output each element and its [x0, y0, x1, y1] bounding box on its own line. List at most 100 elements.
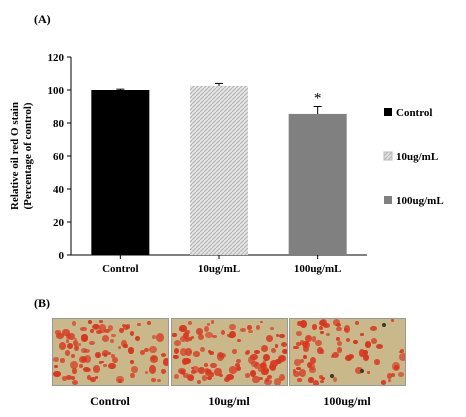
stained-cell	[252, 375, 260, 384]
stained-cell	[204, 362, 209, 368]
stained-cell	[296, 342, 301, 346]
stained-cell	[104, 328, 111, 333]
stained-cell	[332, 376, 338, 383]
stained-cell	[190, 336, 195, 340]
bar-2	[190, 85, 248, 255]
stained-cell	[123, 343, 128, 349]
stained-cell	[172, 333, 177, 338]
stained-cell	[99, 319, 103, 323]
stained-cell	[147, 320, 152, 325]
stained-cell	[366, 371, 371, 374]
stained-cell	[299, 358, 304, 363]
stained-cell	[311, 323, 317, 330]
stained-cell	[307, 362, 313, 369]
stained-cell	[210, 362, 218, 369]
stained-cell	[183, 373, 189, 378]
stained-cell	[309, 356, 316, 364]
stained-cell	[187, 320, 193, 325]
stained-cell	[206, 322, 211, 326]
stained-cell	[206, 376, 212, 381]
stained-cell	[103, 353, 107, 357]
stained-cell	[78, 364, 84, 369]
stained-cell	[274, 378, 282, 385]
stained-cell	[174, 340, 182, 347]
stained-cell	[134, 335, 140, 341]
stained-cell	[73, 337, 78, 341]
stained-cell	[229, 366, 237, 374]
stained-cell	[236, 358, 242, 363]
stained-cell	[336, 337, 341, 341]
panel-a-label: (A)	[34, 12, 51, 26]
stained-cell	[260, 361, 268, 370]
stained-cell	[89, 328, 94, 333]
stained-cell	[174, 373, 180, 379]
stained-cell	[62, 329, 70, 337]
stained-cell	[344, 354, 352, 361]
stained-cell	[221, 329, 226, 336]
stained-cell	[302, 346, 309, 352]
y-tick-label: 40	[53, 184, 65, 196]
stained-cell	[363, 350, 368, 354]
stained-cell	[299, 340, 305, 346]
stained-cell	[71, 380, 79, 385]
stained-cell	[370, 338, 378, 345]
stained-cell	[216, 352, 225, 361]
bar-3	[288, 113, 347, 255]
stained-cell	[192, 350, 201, 357]
stained-cell	[181, 357, 189, 366]
stained-cell	[299, 320, 308, 329]
stained-cell	[259, 320, 264, 324]
stained-cell	[226, 333, 230, 338]
y-tick-label: 20	[53, 217, 65, 229]
stained-cell	[101, 360, 105, 364]
stained-cell	[364, 341, 372, 348]
stained-cell	[270, 347, 277, 354]
stained-cell	[148, 365, 157, 375]
stained-cell	[232, 349, 237, 354]
stained-cell	[336, 326, 342, 332]
stained-cell	[319, 319, 327, 327]
stained-cell	[184, 348, 192, 357]
stained-cell	[151, 377, 156, 382]
stained-cell	[128, 347, 134, 354]
stained-cell	[160, 353, 167, 358]
x-tick-label: Control	[102, 263, 138, 275]
x-tick-label: 10ug/mL	[198, 263, 240, 275]
stained-cell	[336, 340, 342, 346]
stained-cell	[257, 367, 265, 373]
stained-cell	[55, 330, 62, 335]
stained-cell	[94, 352, 101, 358]
legend-swatch-3	[384, 196, 392, 204]
stained-cell	[204, 369, 212, 377]
legend-label-2: 10ug/mL	[396, 151, 438, 163]
stained-cell	[319, 349, 325, 354]
stained-cell	[309, 363, 316, 370]
y-tick-label: 100	[48, 85, 65, 97]
stained-cell	[358, 348, 366, 357]
stained-cell	[182, 332, 190, 340]
stained-cell	[71, 368, 77, 374]
stained-cell	[219, 373, 224, 377]
stained-cell	[235, 365, 241, 371]
y-axis-label: Relative oil red O stain (Percentage of c…	[9, 102, 34, 210]
stained-cell	[73, 344, 80, 352]
stained-cell	[196, 380, 202, 385]
stained-cell	[90, 376, 96, 383]
stained-cell	[333, 319, 341, 327]
stained-cell	[204, 331, 213, 338]
stained-cell	[137, 323, 141, 327]
stained-cell	[179, 325, 187, 333]
stained-cell	[98, 361, 103, 364]
stained-cell	[202, 375, 208, 381]
stained-cell	[59, 358, 65, 363]
stained-cell	[263, 354, 271, 362]
stained-cell	[65, 339, 70, 343]
stained-cell	[92, 364, 101, 373]
stained-cell	[266, 375, 273, 380]
stained-cell	[187, 337, 193, 341]
stained-cell	[145, 371, 149, 375]
stained-cell	[265, 334, 274, 342]
y-tick-label: 60	[53, 151, 65, 163]
stained-cell	[92, 324, 100, 330]
stained-cell	[296, 320, 302, 327]
